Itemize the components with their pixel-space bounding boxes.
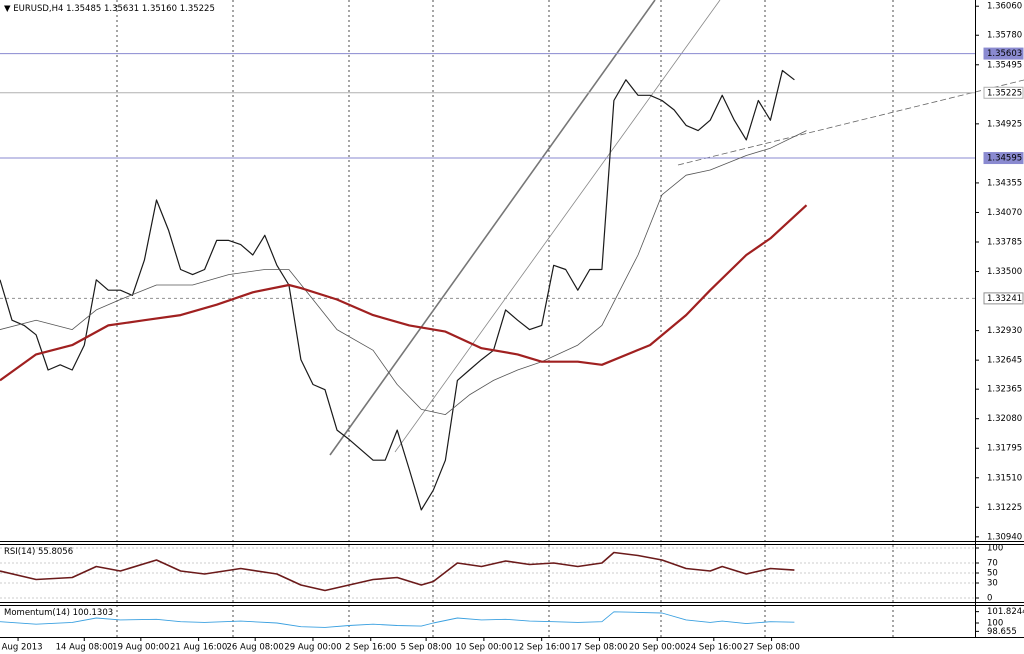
x-tick-label: 19 Aug 00:00 <box>112 643 169 653</box>
y-tick-label: 1.36060 <box>987 2 1022 12</box>
y-tick-label: 1.34070 <box>987 208 1022 218</box>
series-line <box>0 551 795 592</box>
menu-arrow[interactable]: ▼ <box>4 4 13 14</box>
level-label: 1.35603 <box>987 49 1022 59</box>
y-tick-label: 1.35495 <box>987 60 1022 70</box>
x-tick-label: 14 Aug 08:00 <box>56 643 113 653</box>
level-label-box <box>983 86 1024 99</box>
y-tick-label: 1.32365 <box>987 385 1022 395</box>
y-tick-label: 1.31225 <box>987 503 1022 513</box>
x-tick-label: 2 Sep 16:00 <box>345 643 396 653</box>
y-tick-label: 98.655 <box>987 627 1017 637</box>
y-tick-label: 100 <box>987 618 1003 628</box>
y-tick-label: 100 <box>987 544 1003 554</box>
indicator-value: 55.8056 <box>38 547 73 557</box>
chart-title: EURUSD,H4 <box>13 4 63 14</box>
x-tick-label: 20 Sep 00:00 <box>629 643 686 653</box>
level-label-box <box>983 47 1024 60</box>
y-tick-label: 1.31510 <box>987 473 1022 483</box>
indicator-header: RSI(14) 55.8056 <box>4 547 73 557</box>
y-tick-label: 30 <box>987 579 998 589</box>
level-label: 1.35225 <box>987 88 1022 98</box>
x-tick-label: 9 Aug 2013 <box>0 643 43 653</box>
y-tick-label: 1.35780 <box>987 31 1022 41</box>
y-tick-label: 1.34355 <box>987 178 1022 188</box>
y-tick-label: 1.33500 <box>987 267 1022 277</box>
y-tick-label: 1.33785 <box>987 237 1022 247</box>
x-tick-label: 27 Sep 08:00 <box>743 643 800 653</box>
y-tick-label: 50 <box>987 569 998 579</box>
ohlc: 1.35160 <box>142 4 177 14</box>
y-tick-label: 101.8244 <box>987 607 1024 617</box>
x-tick-label: 5 Sep 08:00 <box>400 643 451 653</box>
ohlc: 1.35631 <box>104 4 139 14</box>
y-tick-label: 1.34925 <box>987 119 1022 129</box>
indicator-title: Momentum(14) <box>4 608 70 618</box>
y-tick-label: 70 <box>987 559 998 569</box>
y-tick-label: 0 <box>987 594 992 604</box>
ohlc: 1.35485 <box>66 4 101 14</box>
indicator-value: 100.1303 <box>73 608 114 618</box>
y-tick-label: 1.31795 <box>987 444 1022 454</box>
series-line <box>0 69 795 511</box>
y-tick-label: 1.30940 <box>987 532 1022 542</box>
frames <box>0 0 1024 638</box>
series-line <box>0 611 795 628</box>
y-tick-label: 1.32930 <box>987 326 1022 336</box>
trend-line <box>329 0 656 456</box>
trend-line <box>394 0 721 453</box>
level-label-box <box>983 292 1024 305</box>
chart-header: ▼ EURUSD,H4 1.35485 1.35631 1.35160 1.35… <box>4 4 215 14</box>
x-tick-label: 12 Sep 16:00 <box>513 643 570 653</box>
level-label: 1.33241 <box>987 294 1022 304</box>
ohlc: 1.35225 <box>180 4 215 14</box>
x-tick-label: 24 Sep 16:00 <box>685 643 742 653</box>
x-tick-label: 10 Sep 00:00 <box>456 643 513 653</box>
trend-line <box>677 79 1024 166</box>
level-label: 1.34595 <box>987 154 1022 164</box>
indicator-title: RSI(14) <box>4 547 35 557</box>
indicator-header: Momentum(14) 100.1303 <box>4 608 113 618</box>
vertical-grid <box>116 0 894 637</box>
series-line <box>0 204 808 382</box>
x-tick-label: 21 Aug 16:00 <box>170 643 227 653</box>
y-tick-label: 1.32645 <box>987 356 1022 366</box>
level-label-box <box>983 152 1024 165</box>
x-tick-label: 17 Sep 08:00 <box>571 643 628 653</box>
y-tick-label: 1.32080 <box>987 414 1022 424</box>
x-tick-label: 26 Aug 08:00 <box>227 643 284 653</box>
series-line <box>0 130 807 415</box>
x-tick-label: 29 Aug 00:00 <box>284 643 341 653</box>
